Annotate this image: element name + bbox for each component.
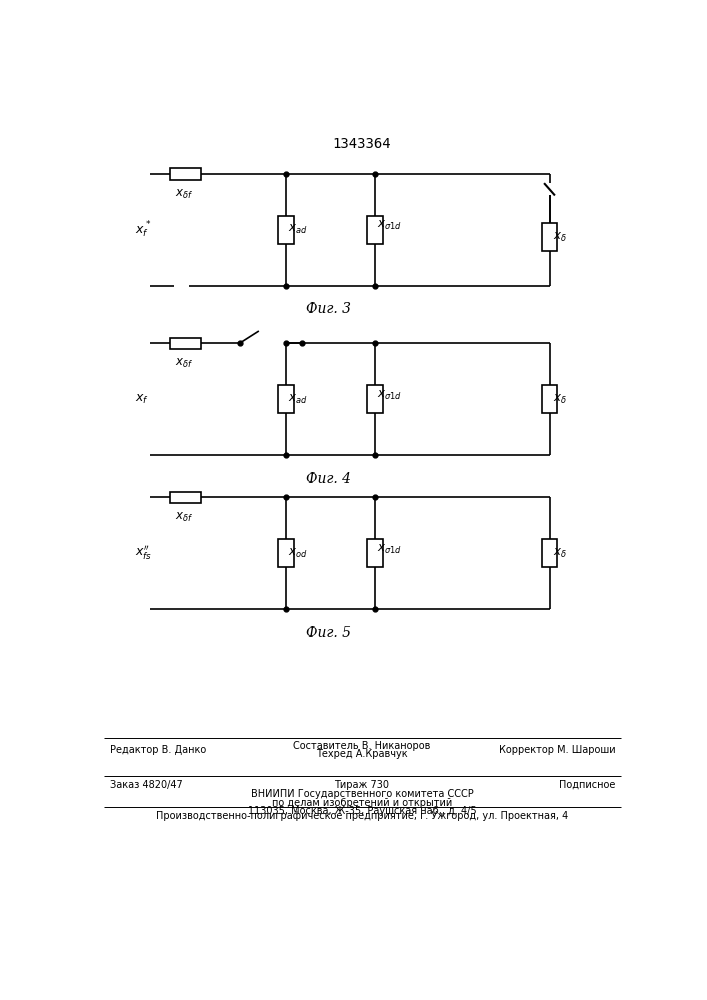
Text: $x_{\sigma1d}$: $x_{\sigma1d}$ bbox=[378, 219, 402, 232]
Text: $x_{\delta}$: $x_{\delta}$ bbox=[554, 230, 567, 244]
Text: 113035, Москва, Ж-35, Раушская наб,, д. 4/5: 113035, Москва, Ж-35, Раушская наб,, д. … bbox=[247, 806, 477, 816]
Text: $x_{\delta f}$: $x_{\delta f}$ bbox=[175, 511, 193, 524]
Text: $x_{\delta f}$: $x_{\delta f}$ bbox=[175, 188, 193, 201]
Text: $x_{\delta}$: $x_{\delta}$ bbox=[554, 393, 567, 406]
Bar bbox=[368, 539, 383, 567]
Text: по делам изобретений и открытий: по делам изобретений и открытий bbox=[271, 798, 452, 808]
Text: Корректор М. Шароши: Корректор М. Шароши bbox=[498, 745, 615, 755]
Bar bbox=[170, 338, 201, 349]
Text: $x_f^*$: $x_f^*$ bbox=[135, 220, 151, 240]
Text: $x_{ad}$: $x_{ad}$ bbox=[288, 223, 308, 236]
Text: Заказ 4820/47: Заказ 4820/47 bbox=[110, 780, 183, 790]
Text: ВНИИПИ Государственного комитета СССР: ВНИИПИ Государственного комитета СССР bbox=[250, 789, 473, 799]
Text: $x_{\sigma1d}$: $x_{\sigma1d}$ bbox=[378, 543, 402, 556]
Text: Подписное: Подписное bbox=[559, 780, 615, 790]
Text: $x_{\sigma1d}$: $x_{\sigma1d}$ bbox=[378, 389, 402, 402]
Text: Фиг. 5: Фиг. 5 bbox=[306, 626, 351, 640]
Bar bbox=[542, 223, 557, 251]
Bar bbox=[542, 539, 557, 567]
Text: $x_{\delta f}$: $x_{\delta f}$ bbox=[175, 357, 193, 370]
Bar bbox=[279, 216, 293, 244]
Text: Техред А.Кравчук: Техред А.Кравчук bbox=[316, 749, 408, 759]
Bar bbox=[542, 385, 557, 413]
Text: Тираж 730: Тираж 730 bbox=[334, 780, 390, 790]
Text: $x_{od}$: $x_{od}$ bbox=[288, 547, 308, 560]
Text: Производственно-полиграфическое предприятие, г. Ужгород, ул. Проектная, 4: Производственно-полиграфическое предприя… bbox=[156, 811, 568, 821]
Text: Фиг. 3: Фиг. 3 bbox=[306, 302, 351, 316]
Text: Составитель В. Никаноров: Составитель В. Никаноров bbox=[293, 741, 431, 751]
Bar bbox=[279, 385, 293, 413]
Text: 1343364: 1343364 bbox=[332, 137, 391, 151]
Text: $x_{fs}^{\prime\prime}$: $x_{fs}^{\prime\prime}$ bbox=[135, 544, 152, 562]
Text: $x_{ad}$: $x_{ad}$ bbox=[288, 393, 308, 406]
Bar bbox=[170, 168, 201, 180]
Bar bbox=[279, 539, 293, 567]
Text: $x_{\delta}$: $x_{\delta}$ bbox=[554, 547, 567, 560]
Bar bbox=[368, 385, 383, 413]
Text: $x_f$: $x_f$ bbox=[135, 393, 148, 406]
Bar bbox=[368, 216, 383, 244]
Bar bbox=[170, 492, 201, 503]
Text: Фиг. 4: Фиг. 4 bbox=[306, 472, 351, 486]
Text: Редактор В. Данко: Редактор В. Данко bbox=[110, 745, 206, 755]
